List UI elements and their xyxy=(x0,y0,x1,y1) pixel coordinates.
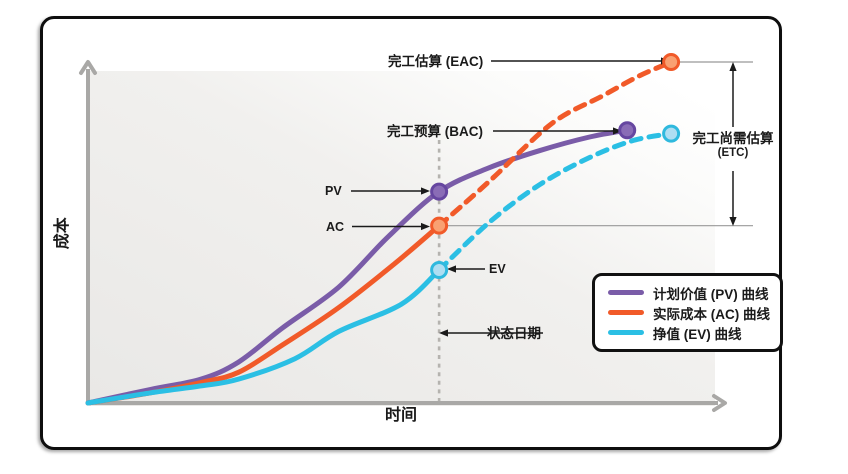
curve-ev-forecast xyxy=(436,131,674,273)
ev-line-swatch-icon xyxy=(608,330,644,335)
ac-label: AC xyxy=(326,220,345,234)
x-axis-arrow-icon xyxy=(712,394,727,412)
legend-item-pv: 计划价值 (PV) 曲线 xyxy=(608,285,780,302)
marker-bac xyxy=(618,121,637,140)
marker-ev-at-status xyxy=(430,261,449,280)
ac-arrow-head-icon xyxy=(421,222,430,231)
pv-line-swatch-icon xyxy=(608,290,644,295)
marker-ac-at-status xyxy=(430,216,449,235)
etc-label: 完工尚需估算 (ETC) xyxy=(671,131,795,160)
ac-line-swatch-icon xyxy=(608,310,644,315)
pv-arrow-head-icon xyxy=(421,187,430,195)
status-date-label: 状态日期 xyxy=(487,326,541,341)
diagram-frame xyxy=(40,16,782,450)
x-axis-title: 时间 xyxy=(385,407,418,424)
curve-ev-actual xyxy=(85,267,442,406)
bac-arrow-head-icon xyxy=(613,127,622,135)
legend-item-ac: 实际成本 (AC) 曲线 xyxy=(608,305,780,322)
eac-label: 完工估算 (EAC) xyxy=(388,54,484,69)
pv-label: PV xyxy=(325,184,342,198)
curve-ac-forecast xyxy=(436,59,674,229)
curve-pv xyxy=(85,127,630,406)
legend-label-pv: 计划价值 (PV) 曲线 xyxy=(653,286,769,302)
bac-label: 完工预算 (BAC) xyxy=(387,124,483,139)
legend-label-ac: 实际成本 (AC) 曲线 xyxy=(653,306,770,322)
legend: 计划价值 (PV) 曲线 实际成本 (AC) 曲线 挣值 (EV) 曲线 xyxy=(592,273,783,352)
etc-label-line2: (ETC) xyxy=(717,146,749,159)
etc-label-line1: 完工尚需估算 xyxy=(692,131,774,146)
y-axis-arrow-icon xyxy=(79,60,97,75)
etc-arrow-down-head-icon xyxy=(729,217,737,226)
legend-label-ev: 挣值 (EV) 曲线 xyxy=(653,326,742,342)
status-arrow-head-icon xyxy=(439,329,448,337)
curve-ac-actual xyxy=(85,223,442,406)
legend-item-ev: 挣值 (EV) 曲线 xyxy=(608,325,780,342)
y-axis-title: 成本 xyxy=(53,217,71,250)
marker-ev-forecast-end xyxy=(662,124,681,143)
marker-pv-at-status xyxy=(430,182,449,201)
ev-arrow-head-icon xyxy=(447,265,456,273)
etc-arrow-up-head-icon xyxy=(729,62,737,71)
marker-eac xyxy=(662,53,681,71)
ev-label: EV xyxy=(489,262,506,276)
